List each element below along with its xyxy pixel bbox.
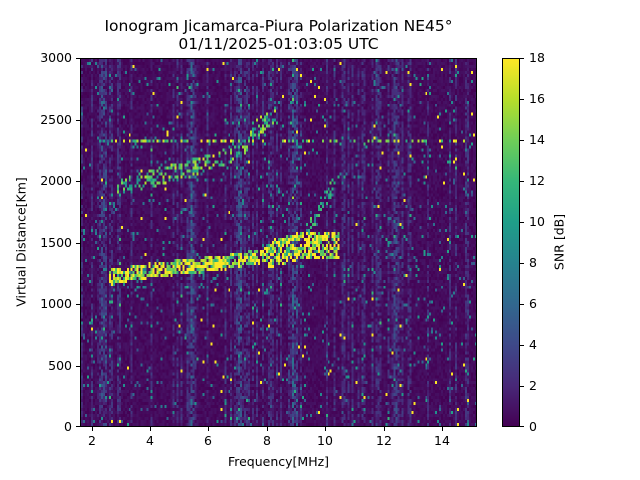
colorbar-tick-mark bbox=[520, 426, 524, 427]
y-tick-mark bbox=[76, 58, 80, 59]
x-tick-mark bbox=[384, 427, 385, 431]
colorbar-tick-mark bbox=[520, 181, 524, 182]
colorbar-tick-mark bbox=[520, 345, 524, 346]
colorbar-tick-label: 14 bbox=[529, 132, 545, 147]
colorbar-tick-mark bbox=[520, 99, 524, 100]
colorbar-tick-mark bbox=[520, 304, 524, 305]
y-tick-mark bbox=[76, 426, 80, 427]
colorbar-tick-mark bbox=[520, 263, 524, 264]
y-tick-label: 2500 bbox=[40, 112, 72, 127]
colorbar-tick-label: 16 bbox=[529, 91, 545, 106]
colorbar-tick-mark bbox=[520, 386, 524, 387]
colorbar-tick-label: 8 bbox=[529, 255, 537, 270]
x-tick-mark bbox=[267, 427, 268, 431]
ionogram-plot-area bbox=[80, 58, 477, 427]
colorbar-tick-mark bbox=[520, 140, 524, 141]
colorbar-tick-label: 10 bbox=[529, 214, 545, 229]
snr-heatmap bbox=[81, 59, 476, 426]
y-tick-label: 1500 bbox=[40, 235, 72, 250]
x-tick-label: 6 bbox=[204, 433, 212, 448]
colorbar-tick-label: 2 bbox=[529, 378, 537, 393]
colorbar-tick-mark bbox=[520, 222, 524, 223]
y-tick-label: 2000 bbox=[40, 173, 72, 188]
colorbar-tick-label: 6 bbox=[529, 296, 537, 311]
x-tick-label: 2 bbox=[88, 433, 96, 448]
y-tick-mark bbox=[76, 181, 80, 182]
y-tick-mark bbox=[76, 366, 80, 367]
x-tick-mark bbox=[325, 427, 326, 431]
x-axis-label: Frequency[MHz] bbox=[227, 454, 330, 469]
y-tick-label: 1000 bbox=[40, 296, 72, 311]
colorbar-tick-mark bbox=[520, 58, 524, 59]
colorbar-tick-label: 18 bbox=[529, 50, 545, 65]
y-tick-label: 0 bbox=[64, 419, 72, 434]
colorbar-tick-label: 0 bbox=[529, 419, 537, 434]
colorbar-tick-label: 4 bbox=[529, 337, 537, 352]
x-tick-mark bbox=[208, 427, 209, 431]
y-tick-mark bbox=[76, 243, 80, 244]
colorbar bbox=[502, 58, 520, 427]
x-tick-label: 12 bbox=[376, 433, 392, 448]
x-tick-label: 14 bbox=[434, 433, 450, 448]
y-tick-mark bbox=[76, 304, 80, 305]
x-tick-mark bbox=[442, 427, 443, 431]
y-tick-label: 3000 bbox=[40, 50, 72, 65]
y-tick-label: 500 bbox=[48, 358, 72, 373]
x-tick-label: 8 bbox=[263, 433, 271, 448]
y-tick-mark bbox=[76, 120, 80, 121]
chart-subtitle: 01/11/2025-01:03:05 UTC bbox=[178, 35, 379, 53]
x-tick-label: 4 bbox=[146, 433, 154, 448]
x-tick-mark bbox=[92, 427, 93, 431]
colorbar-label: SNR [dB] bbox=[551, 213, 567, 271]
x-tick-mark bbox=[150, 427, 151, 431]
colorbar-tick-label: 12 bbox=[529, 173, 545, 188]
chart-title: Ionogram Jicamarca-Piura Polarization NE… bbox=[104, 17, 453, 35]
x-tick-label: 10 bbox=[317, 433, 333, 448]
